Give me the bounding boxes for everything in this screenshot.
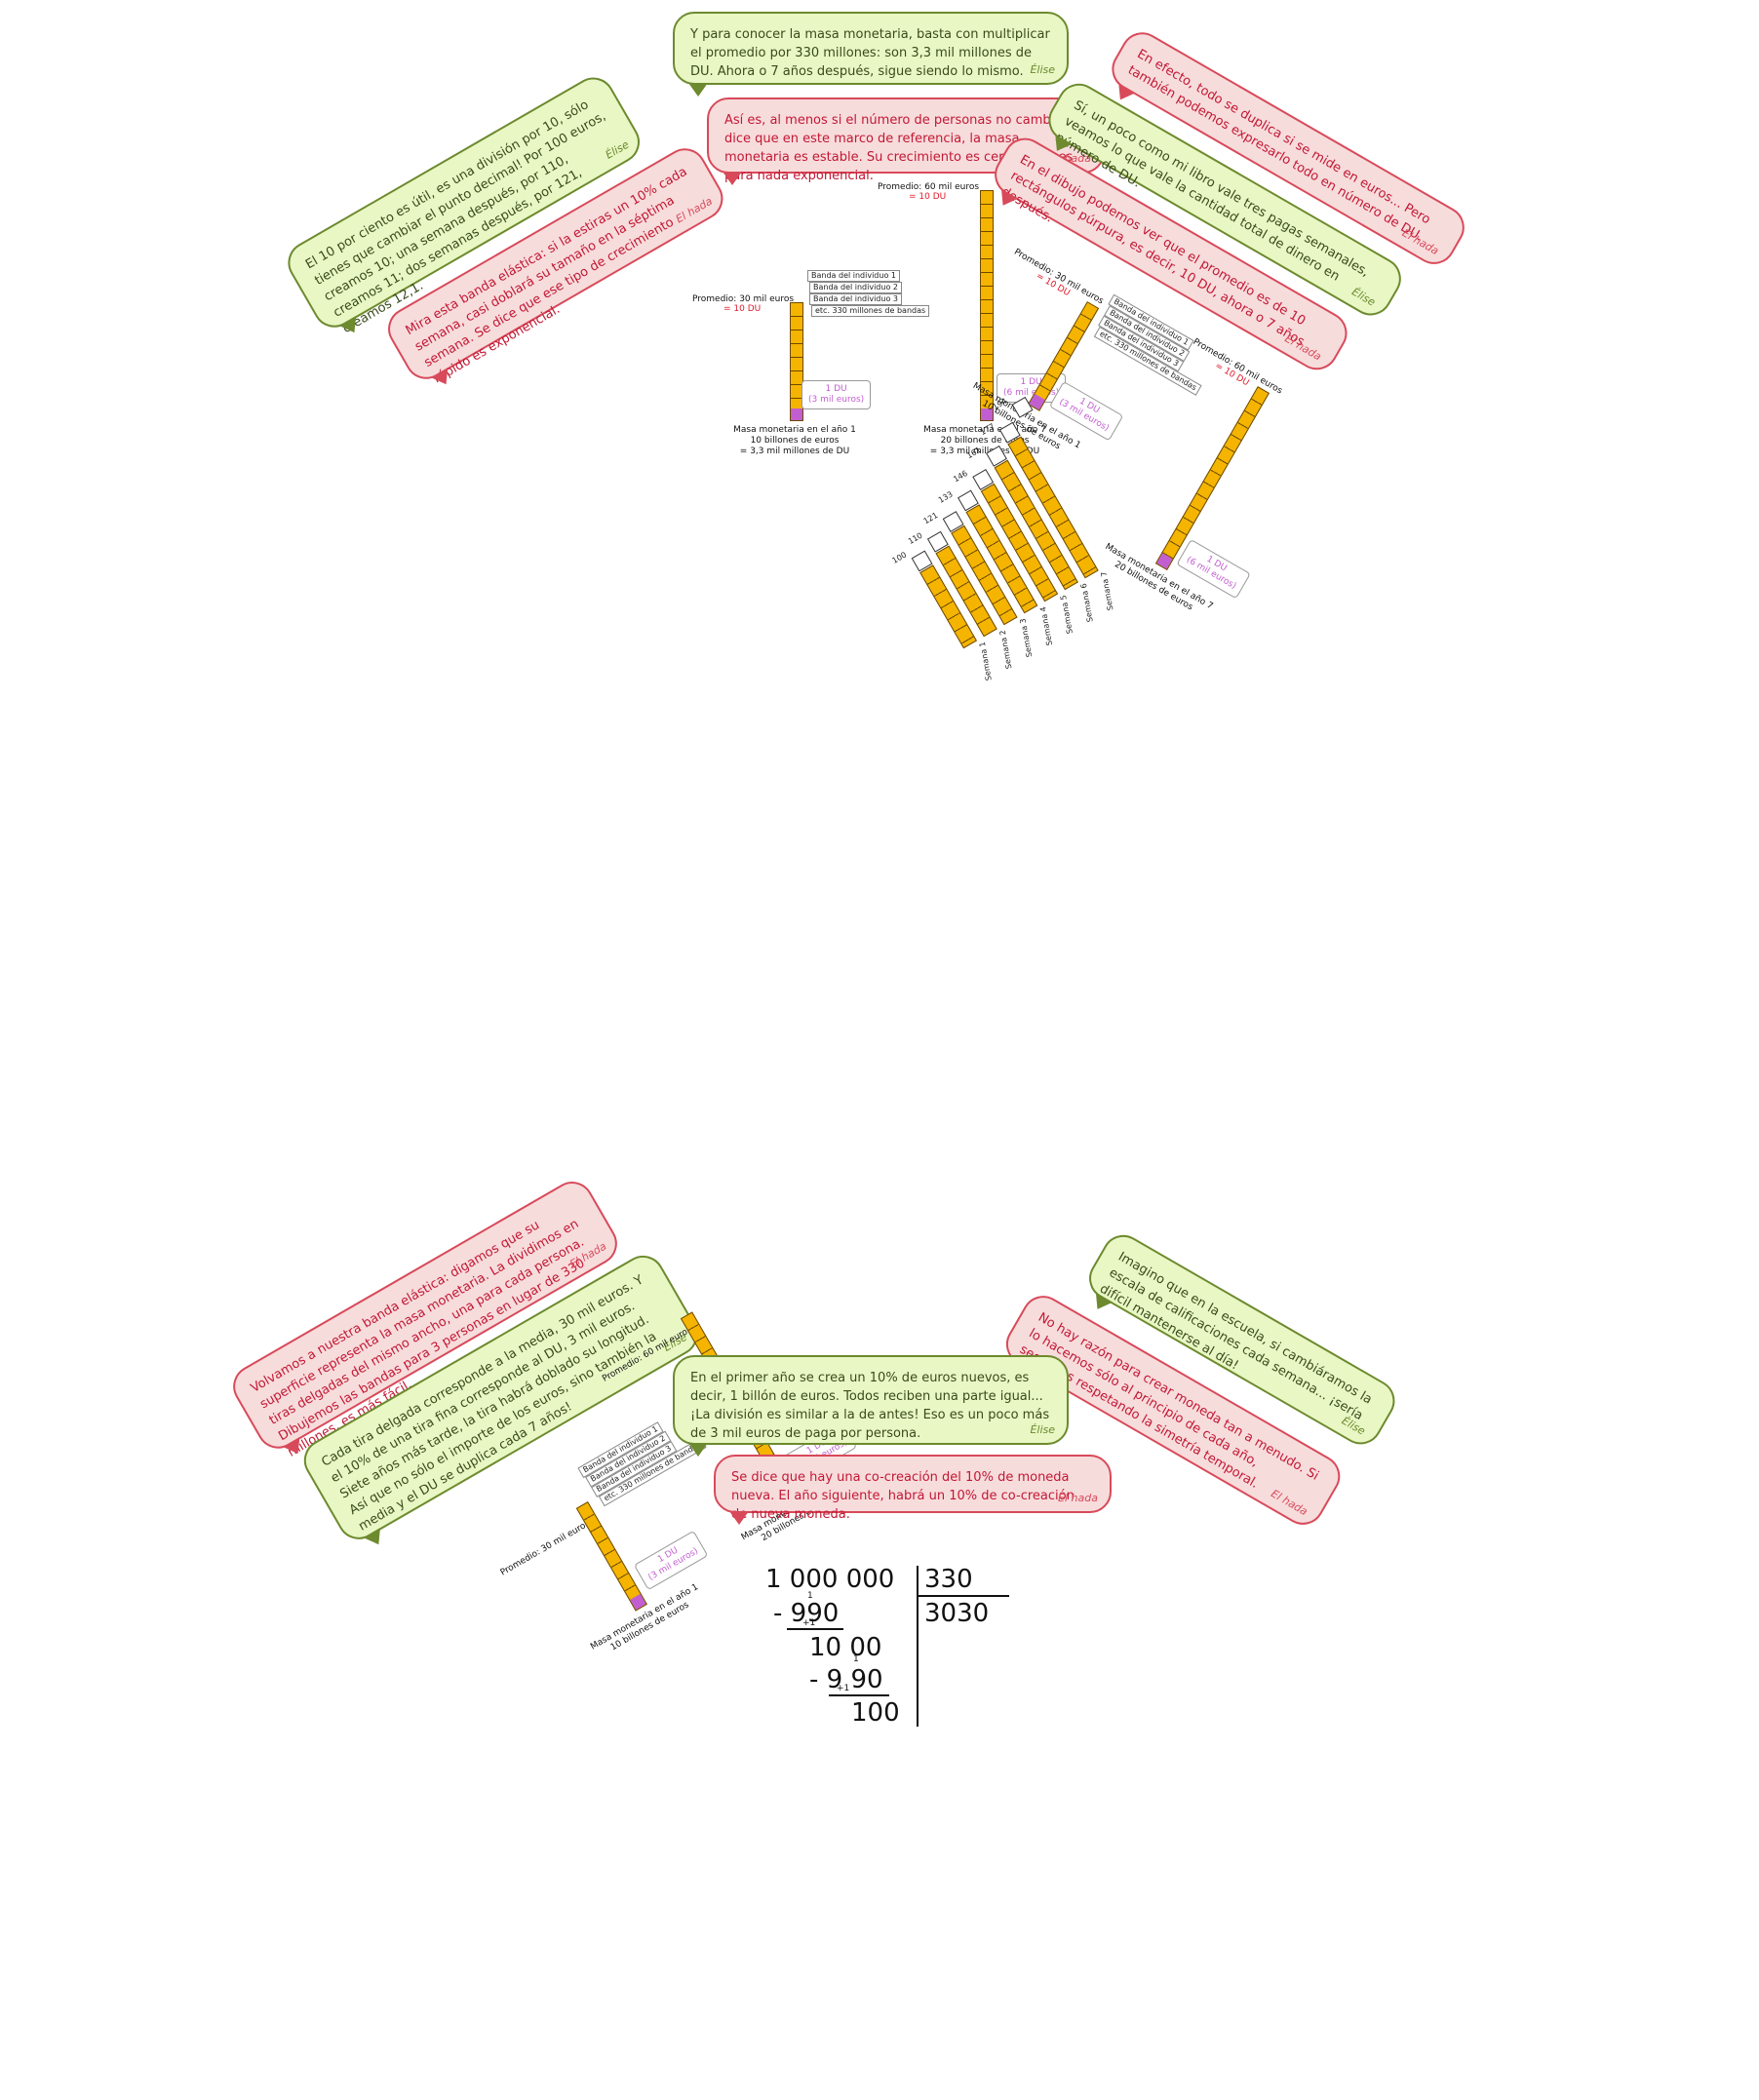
bubble-tail (688, 83, 708, 97)
average-label: Promedio: 60 mil euros (878, 182, 980, 192)
bubble-tail (688, 1443, 708, 1457)
bubble-signature: Élise (1030, 63, 1055, 76)
bubble-signature: El hada (1058, 1492, 1098, 1504)
band-tag-2: Banda del individuo 2 (809, 282, 902, 293)
hada-bubble-top-2: Así es, al menos si el número de persona… (707, 97, 1105, 185)
division-carry: 1 (853, 1654, 859, 1664)
money-strip-year7 (980, 190, 994, 421)
band-tag-1: Banda del individuo 1 (807, 270, 900, 282)
hada-bubble-bottom-2: Se dice que hay una co-creación del 10% … (714, 1455, 1112, 1525)
average-du-label: = 10 DU (723, 304, 762, 314)
division-subtract-rule (829, 1694, 889, 1696)
division-step2: - 9 90 (809, 1665, 883, 1694)
top-panel: Y para conocer la masa monetaria, basta … (673, 12, 1105, 456)
money-strip-year1 (790, 302, 803, 421)
division-quotient: 3030 (924, 1599, 990, 1628)
bubble-tail (729, 1511, 749, 1525)
average-du-label: = 10 DU (909, 192, 947, 202)
elise-bubble-bottom-1: En el primer año se crea un 10% de euros… (673, 1355, 1069, 1457)
bubble-text: Así es, al menos si el número de persona… (724, 113, 1086, 183)
division-step1: - 990 (773, 1599, 840, 1628)
band-tag-etc: etc. 330 millones de bandas (811, 305, 930, 317)
division-horizontal-rule (917, 1595, 1009, 1597)
division-carry-plus: +1 (837, 1684, 850, 1693)
bubble-text: Y para conocer la masa monetaria, basta … (690, 27, 1050, 79)
division-dividend: 1 000 000 (765, 1565, 895, 1594)
band-tag-3: Banda del individuo 3 (809, 293, 902, 305)
division-remainder2: 100 (851, 1698, 900, 1728)
division-remainder1: 10 00 (809, 1633, 882, 1662)
division-divisor: 330 (924, 1565, 973, 1594)
division-vertical-rule (917, 1566, 919, 1727)
bubble-text: En el primer año se crea un 10% de euros… (690, 1371, 1050, 1441)
division-carry-plus: +1 (802, 1618, 816, 1628)
division-subtract-rule (787, 1628, 843, 1630)
mass-label-year7: Masa monetaria en el año 7 20 billones d… (923, 425, 1046, 456)
bottom-panel: En el primer año se crea un 10% de euros… (673, 1355, 1112, 1728)
mass-label-year1: Masa monetaria en el año 1 10 billones d… (733, 425, 856, 456)
du-box-year1: 1 DU (3 mil euros) (801, 380, 872, 409)
elise-bubble-top-1: Y para conocer la masa monetaria, basta … (673, 12, 1069, 97)
bubble-tail (723, 172, 742, 185)
division-carry: 1 (807, 1591, 813, 1601)
bubble-text: Se dice que hay una co-creación del 10% … (731, 1470, 1075, 1522)
average-label: Promedio: 30 mil euros (692, 294, 795, 304)
bubble-signature: Élise (1030, 1423, 1055, 1436)
